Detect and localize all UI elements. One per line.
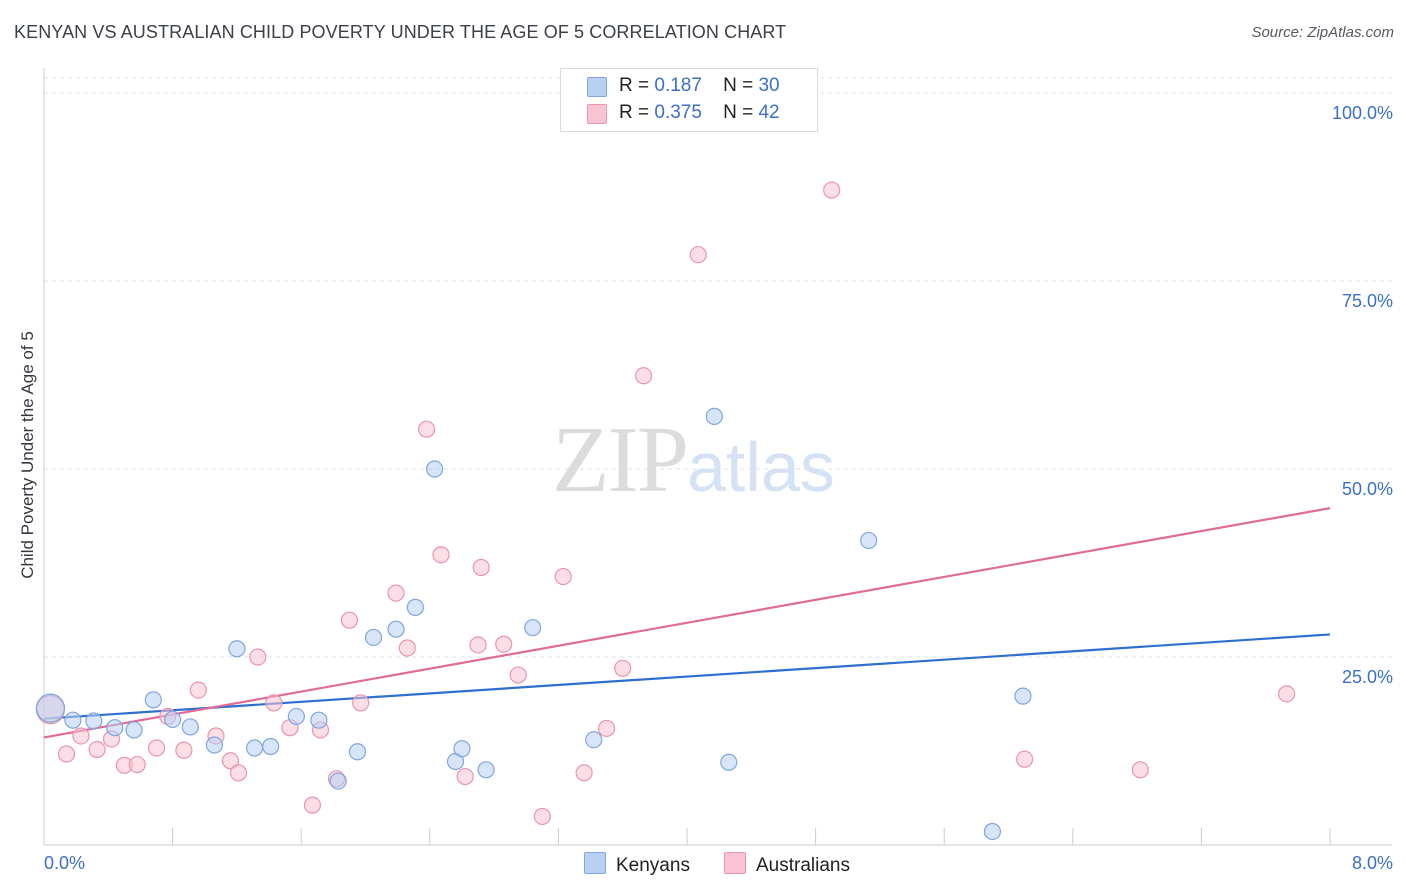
kenyan-point xyxy=(1014,687,1032,705)
australian-point xyxy=(175,741,193,759)
kenyans-legend-label: Kenyans xyxy=(616,855,690,876)
australian-point xyxy=(1277,685,1296,703)
kenyan-point xyxy=(387,620,405,638)
legend-n-label: N = xyxy=(723,102,754,123)
legend-r-value: 0.375 xyxy=(654,102,702,123)
kenyan-point xyxy=(164,710,182,729)
kenyan-point xyxy=(228,640,246,658)
australian-point xyxy=(554,567,572,586)
legend-n-value: 30 xyxy=(758,75,780,96)
kenyan-point xyxy=(181,718,199,736)
y-tick-label: 100.0% xyxy=(1332,103,1393,123)
axes xyxy=(43,68,1392,846)
kenyan-point xyxy=(144,691,162,709)
bottom-legend-australians: Australians xyxy=(724,852,850,877)
australian-point xyxy=(634,367,653,385)
australian-point xyxy=(598,719,616,738)
australian-point xyxy=(575,764,593,782)
correlation-legend: R = 0.187 N = 30 R = 0.375 N = 42 xyxy=(560,68,818,132)
legend-r-label: R = xyxy=(619,75,650,96)
australian-point xyxy=(303,796,322,814)
australians-legend-swatch xyxy=(724,852,746,874)
kenyan-point xyxy=(720,753,738,771)
trend-lines xyxy=(43,507,1331,739)
kenyan-point xyxy=(85,712,103,730)
australian-point xyxy=(88,740,106,759)
kenyan-point xyxy=(287,707,305,726)
kenyan-point xyxy=(860,531,878,550)
legend-n-label: N = xyxy=(723,75,754,96)
y-tick-label: 50.0% xyxy=(1342,479,1393,499)
kenyan-point xyxy=(262,737,280,756)
kenyan-point xyxy=(310,711,328,729)
australian-point xyxy=(469,636,487,654)
kenyan-point xyxy=(64,711,82,729)
australian-point xyxy=(614,659,632,677)
kenyan-point xyxy=(364,628,383,647)
kenyan-point xyxy=(106,719,124,737)
kenyan-point xyxy=(125,721,143,739)
y-tick-label: 75.0% xyxy=(1342,291,1393,311)
kenyans-trend-line xyxy=(43,633,1331,720)
australians-trend-line xyxy=(43,507,1331,739)
australian-point xyxy=(72,727,90,745)
australian-point xyxy=(398,639,416,657)
australian-point xyxy=(472,558,490,577)
australian-point xyxy=(495,635,513,653)
australian-point xyxy=(456,767,474,786)
australian-point xyxy=(1015,750,1034,768)
australian-point xyxy=(1131,761,1149,779)
source-credit: Source: ZipAtlas.com xyxy=(1251,24,1394,41)
australian-point xyxy=(249,648,267,666)
australian-point xyxy=(147,739,166,757)
australian-point xyxy=(823,181,841,199)
kenyan-point xyxy=(477,761,495,779)
grid-lines xyxy=(44,77,1392,658)
legend-r-value: 0.187 xyxy=(654,75,702,96)
kenyans-swatch xyxy=(587,77,607,97)
legend-r-label: R = xyxy=(619,102,650,123)
watermark: ZIPatlas xyxy=(552,405,835,514)
data-points xyxy=(35,181,1296,841)
australian-point xyxy=(340,611,359,629)
australians-legend-label: Australians xyxy=(756,855,850,876)
australian-point xyxy=(229,764,248,782)
australian-point xyxy=(221,752,240,770)
kenyan-point xyxy=(406,598,424,616)
kenyan-point xyxy=(245,739,264,757)
kenyan-point xyxy=(585,731,603,749)
kenyan-point xyxy=(35,693,66,723)
kenyan-point xyxy=(705,407,723,425)
kenyan-point xyxy=(329,772,347,790)
kenyan-point xyxy=(205,736,223,754)
chart-title: KENYAN VS AUSTRALIAN CHILD POVERTY UNDER… xyxy=(14,22,787,42)
australian-point xyxy=(432,546,450,564)
australian-point xyxy=(128,755,146,774)
australians-swatch xyxy=(587,104,607,124)
australian-point xyxy=(265,694,283,712)
x-tick-label: 8.0% xyxy=(1352,853,1393,873)
kenyans-legend-swatch xyxy=(584,852,606,874)
bottom-legend-kenyans: Kenyans xyxy=(584,852,690,877)
australian-point xyxy=(509,666,527,684)
kenyan-point xyxy=(426,460,444,478)
australian-point xyxy=(189,681,207,699)
watermark-zip: ZIP xyxy=(552,408,689,512)
kenyan-point xyxy=(983,822,1002,841)
y-tick-label: 25.0% xyxy=(1342,667,1393,687)
kenyan-point xyxy=(524,619,542,637)
australian-point xyxy=(533,807,551,826)
australian-point xyxy=(689,246,707,264)
australian-point xyxy=(352,694,370,712)
tick-labels: 25.0% 50.0% 75.0% 100.0% 0.0% 8.0% xyxy=(44,103,1393,873)
kenyan-point xyxy=(348,743,367,761)
australian-point xyxy=(417,420,436,438)
watermark-atlas: atlas xyxy=(687,428,835,506)
legend-n-value: 42 xyxy=(758,102,780,123)
kenyan-point xyxy=(453,740,471,758)
australian-point xyxy=(387,584,405,602)
x-tick-label: 0.0% xyxy=(44,853,85,873)
australian-point xyxy=(57,745,76,763)
